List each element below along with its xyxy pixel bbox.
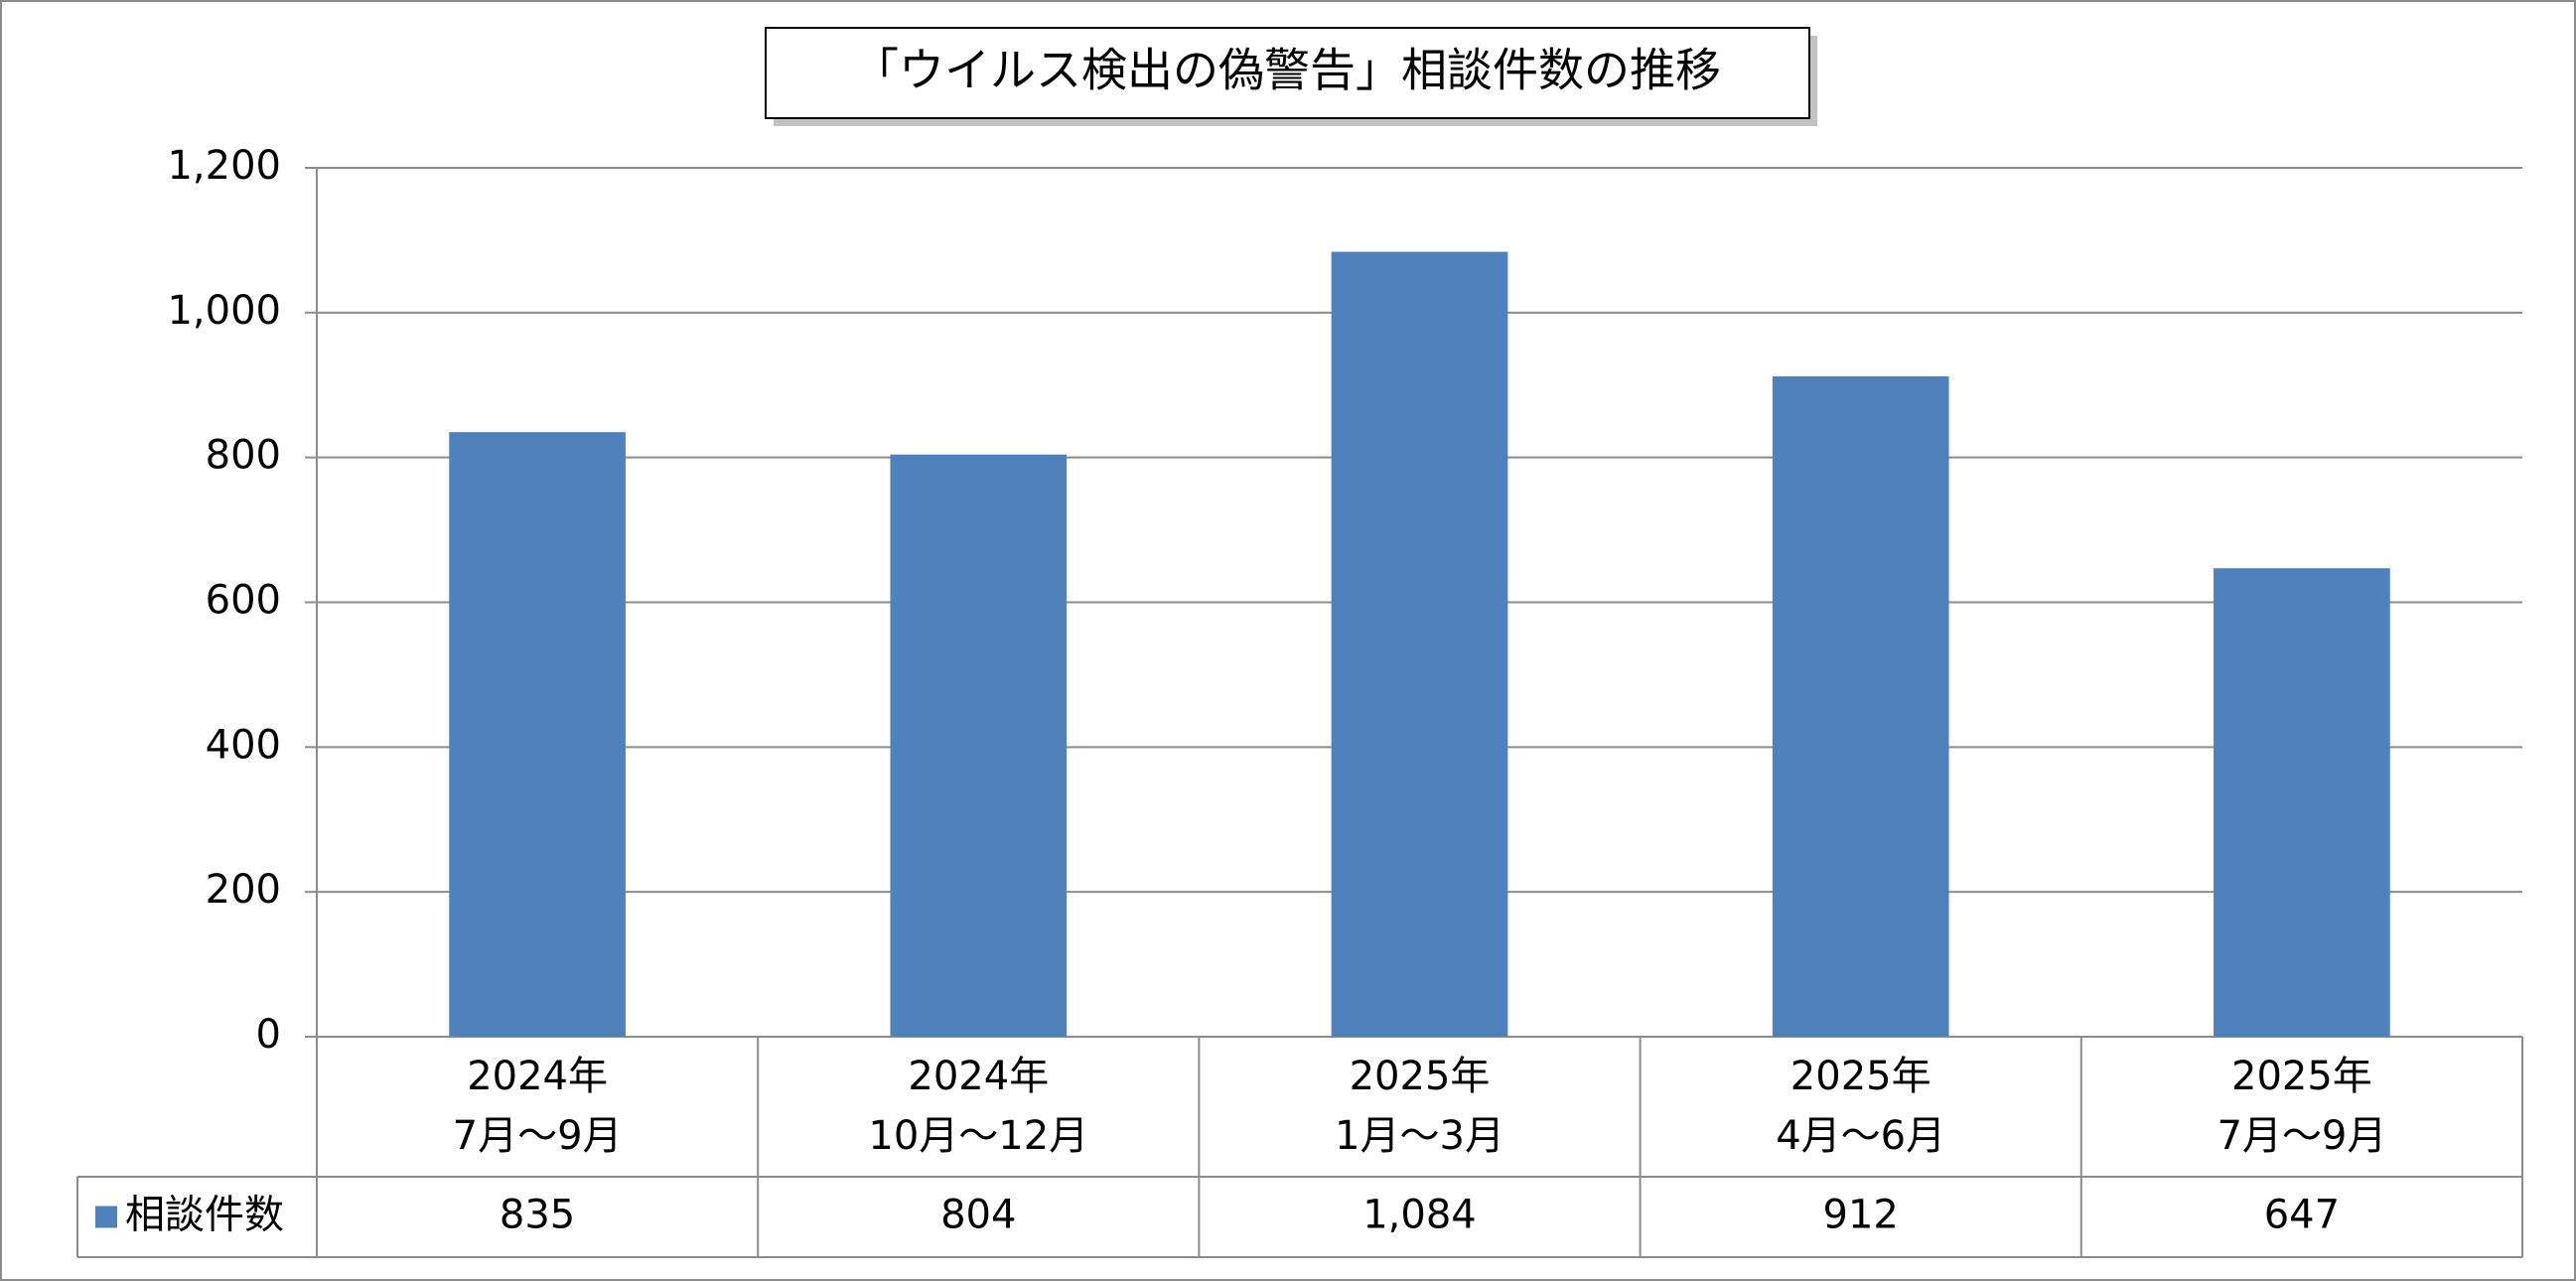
chart-title: 「ウイルス検出の偽警告」相談件数の推移 (853, 44, 1721, 97)
bar (890, 454, 1068, 1037)
legend-label: 相談件数 (125, 1193, 284, 1238)
x-tick-label: 7月～9月 (453, 1113, 623, 1159)
bar (2214, 568, 2390, 1037)
table-value: 804 (940, 1193, 1016, 1238)
y-tick-label: 400 (206, 722, 281, 768)
x-tick-label: 2025年 (2231, 1054, 2372, 1099)
x-tick-label: 7月～9月 (2217, 1113, 2386, 1159)
table-value: 835 (500, 1193, 575, 1238)
y-tick-label: 600 (206, 578, 281, 624)
bar (1331, 251, 1508, 1038)
bar (1772, 376, 1949, 1037)
x-tick-label: 2025年 (1350, 1054, 1491, 1099)
x-tick-label: 2025年 (1790, 1054, 1932, 1099)
bar (449, 432, 626, 1037)
x-tick-label: 10月～12月 (868, 1113, 1088, 1159)
y-tick-label: 800 (206, 433, 281, 479)
x-tick-label: 2024年 (908, 1054, 1049, 1099)
y-tick-label: 0 (256, 1012, 281, 1058)
x-tick-label: 4月～6月 (1776, 1113, 1945, 1159)
y-tick-label: 1,000 (167, 288, 281, 334)
y-tick-label: 1,200 (167, 143, 281, 189)
legend-key (95, 1206, 117, 1228)
y-tick-label: 200 (206, 867, 281, 913)
title-box (765, 27, 1810, 119)
x-tick-label: 2024年 (467, 1054, 608, 1099)
table-value: 912 (1823, 1193, 1899, 1238)
x-tick-label: 1月～3月 (1335, 1113, 1504, 1159)
table-value: 1,084 (1362, 1193, 1477, 1238)
table-value: 647 (2264, 1193, 2340, 1238)
